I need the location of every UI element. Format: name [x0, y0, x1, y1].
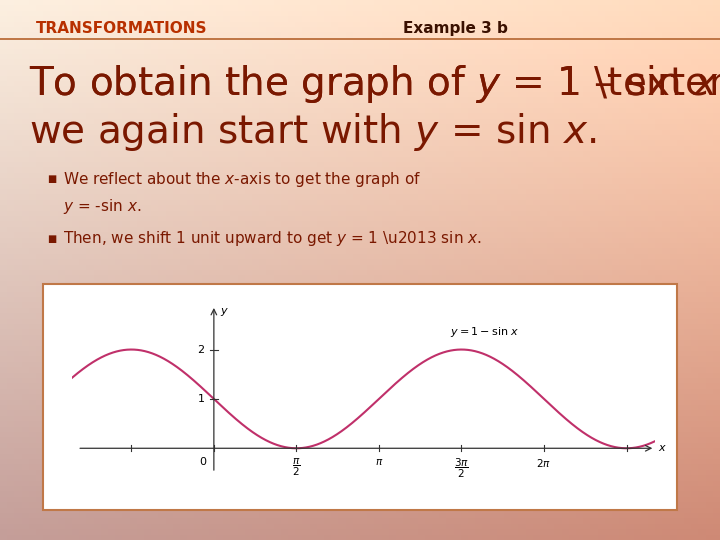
Text: $x$: $x$	[658, 443, 667, 453]
Text: $y = 1 - \sin\, x$: $y = 1 - \sin\, x$	[450, 325, 520, 339]
Text: 2: 2	[197, 345, 204, 355]
Text: Then, we shift 1 unit upward to get $y$ = 1 \u2013 sin $x$.: Then, we shift 1 unit upward to get $y$ …	[63, 229, 482, 248]
Text: we again start with $y$ = sin $x$.: we again start with $y$ = sin $x$.	[29, 111, 596, 153]
Text: $\dfrac{3\pi}{2}$: $\dfrac{3\pi}{2}$	[454, 457, 469, 481]
Text: $\dfrac{\pi}{2}$: $\dfrac{\pi}{2}$	[292, 457, 301, 478]
Text: $y$ = -sin $x$.: $y$ = -sin $x$.	[63, 197, 141, 216]
Text: © Thomson Higher Education: © Thomson Higher Education	[54, 502, 158, 508]
Text: $2\pi$: $2\pi$	[536, 457, 552, 469]
Text: 1: 1	[197, 394, 204, 404]
Text: $\pi$: $\pi$	[374, 457, 383, 467]
Text: 0: 0	[199, 457, 206, 467]
Text: ■: ■	[47, 234, 56, 244]
Text: TRANSFORMATIONS: TRANSFORMATIONS	[36, 21, 207, 36]
Text: $y$: $y$	[220, 306, 229, 318]
Text: We reflect about the $x$-axis to get the graph of: We reflect about the $x$-axis to get the…	[63, 170, 421, 189]
Text: Example 3 b: Example 3 b	[403, 21, 508, 36]
Text: ■: ■	[47, 174, 56, 184]
Text: To obtain the graph of $y$ = 1 – sin $x$ ,: To obtain the graph of $y$ = 1 – sin $x$…	[29, 63, 720, 105]
Text: To obtain the graph of – sin  ,: To obtain the graph of – sin ,	[29, 65, 593, 103]
Text: To obtain the graph of $y$ = 1 \textendash{} sin $x$ ,: To obtain the graph of $y$ = 1 \textenda…	[29, 63, 720, 105]
